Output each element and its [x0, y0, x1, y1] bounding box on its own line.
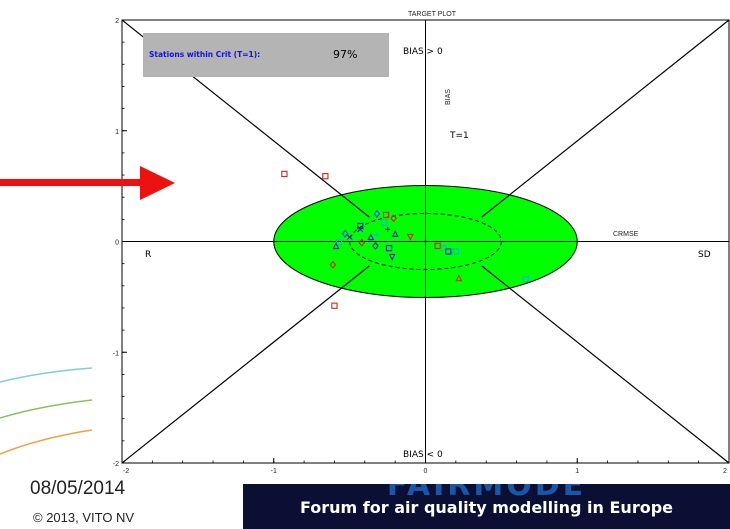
data-point-x [346, 234, 353, 241]
stats-box-value: 97% [333, 48, 357, 61]
y-tick-label: 1 [115, 129, 119, 136]
y-tick-label: -2 [113, 461, 119, 468]
y-tick-label: 0 [115, 240, 119, 247]
data-point-square [322, 173, 329, 180]
data-point-triangle [391, 229, 399, 237]
stats-box-background [143, 33, 389, 77]
crmse-axis-label: CRMSE [613, 231, 639, 238]
x-tick-label: 1 [575, 468, 579, 475]
diagonal-lower-left [121, 265, 370, 464]
decorative-wave-lines [0, 367, 92, 455]
data-point-square [382, 211, 390, 219]
target-label: T=1 [449, 131, 469, 141]
data-point-square [335, 239, 343, 246]
data-point-square [281, 170, 288, 178]
data-point-triangle-down [388, 253, 396, 261]
chart-labels: TARGET PLOT BIAS > 0 BIAS < 0 R SD BIAS … [145, 11, 711, 460]
data-point-diamond [358, 238, 366, 247]
r-label: R [145, 250, 151, 260]
stats-box-label: Stations within Crit (T=1): [149, 50, 260, 59]
data-point-square [522, 276, 529, 283]
data-point-triangle [332, 242, 340, 250]
data-point-square [385, 244, 393, 252]
data-point-diamond [329, 260, 337, 269]
data-point-diamond [341, 229, 349, 238]
data-point-square [445, 248, 452, 255]
bias-positive-label: BIAS > 0 [403, 47, 443, 57]
diagonal-upper-right [481, 19, 730, 218]
sd-label: SD [698, 250, 711, 260]
presentation-date: 08/05/2014 [30, 478, 126, 499]
x-tick-label: 2 [723, 468, 727, 475]
chart-title: TARGET PLOT [408, 11, 457, 18]
data-point-triangle [455, 274, 463, 282]
x-tick-label: -1 [271, 468, 277, 475]
data-point-triangle-down [406, 233, 414, 241]
red-arrow-icon [0, 166, 175, 200]
chart-frame: -2 -2 -1 -1 0 0 1 1 2 2 [113, 18, 730, 475]
data-point-x [357, 226, 364, 233]
copyright-text: © 2013, VITO NV [33, 510, 135, 525]
x-tick-label: -2 [123, 468, 129, 475]
data-point-triangle [367, 233, 375, 241]
data-point-square [434, 242, 441, 250]
y-tick-label: -1 [113, 350, 119, 357]
data-point-square [452, 248, 459, 255]
diagonal-lower-right [481, 265, 730, 464]
y-tick-label: 2 [115, 18, 119, 25]
data-point-square [331, 302, 338, 309]
data-point-plus [384, 226, 391, 232]
fairmode-banner: FAIRMODE Forum for air quality modelling… [243, 484, 730, 529]
data-point-diamond [372, 241, 379, 251]
banner-title: FAIRMODE [386, 484, 587, 503]
stats-box: Stations within Crit (T=1): 97% [143, 33, 389, 77]
bias-axis-label: BIAS [445, 89, 452, 105]
bias-negative-label: BIAS < 0 [403, 450, 443, 460]
data-point-diamond [390, 214, 397, 223]
data-point-square [381, 219, 388, 226]
data-point-diamond [373, 209, 381, 218]
banner-subtitle: Forum for air quality modelling in Europ… [300, 498, 673, 517]
x-tick-label: 0 [424, 468, 428, 475]
data-point-square [440, 244, 447, 252]
data-points [281, 170, 529, 309]
data-point-plus [374, 232, 380, 238]
